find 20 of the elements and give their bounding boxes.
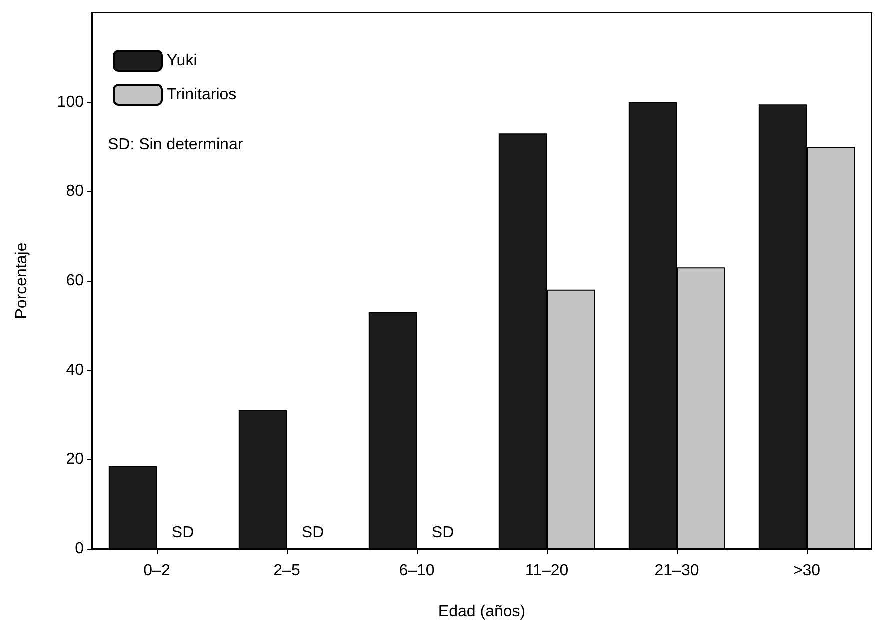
annotation: SD: Sin determinar: [108, 136, 244, 154]
legend-label: Trinitarios: [167, 86, 237, 104]
legend-label: Yuki: [167, 52, 198, 70]
annotation: SD: [172, 524, 194, 542]
x-tick-label: >30: [793, 562, 821, 580]
y-tick-label: 60: [66, 272, 84, 290]
y-tick-label: 40: [66, 362, 84, 379]
x-axis-title: Edad (años): [438, 604, 526, 620]
y-tick-label: 0: [75, 540, 84, 558]
x-tick-label: 21–30: [654, 562, 700, 580]
y-tick-label: 80: [66, 183, 84, 200]
x-tick-label: 11–20: [525, 562, 569, 580]
x-tick-label: 0–2: [144, 562, 170, 580]
x-tick-label: 2–5: [274, 562, 300, 580]
x-tick-label: 6–10: [399, 562, 435, 580]
y-tick-label: 100: [57, 94, 84, 111]
y-axis-title: Porcentaje: [14, 242, 30, 320]
annotation: SD: [302, 524, 324, 542]
y-tick-label: 20: [66, 451, 84, 468]
annotation: SD: [432, 524, 454, 542]
